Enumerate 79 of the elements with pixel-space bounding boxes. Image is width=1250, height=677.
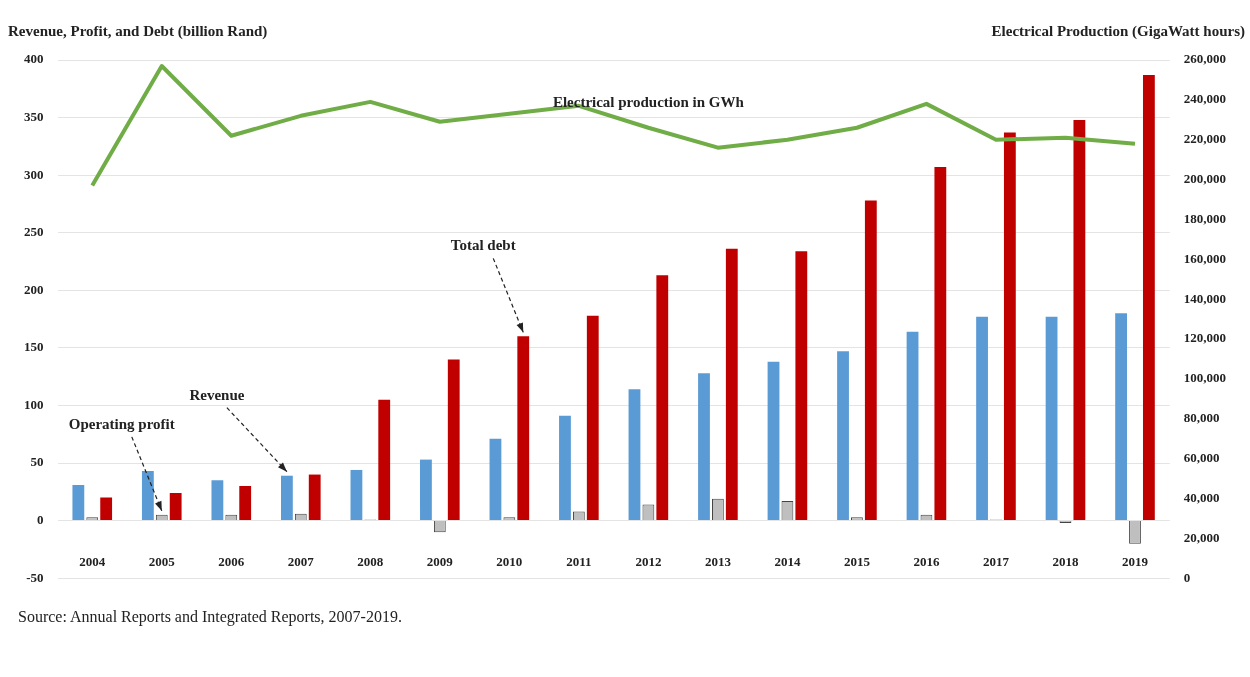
text: Operating profit bbox=[68, 415, 175, 432]
bar bbox=[211, 480, 224, 521]
y2-axis-title: Electrical Production (GigaWatt hours) bbox=[991, 23, 1245, 41]
bar bbox=[906, 331, 919, 521]
bar bbox=[656, 275, 669, 521]
y-tick-label: 400 bbox=[24, 51, 44, 67]
text: Revenue bbox=[189, 386, 245, 403]
x-tick-label: 2017 bbox=[982, 553, 1010, 569]
bar bbox=[1003, 132, 1016, 521]
bar bbox=[447, 359, 460, 521]
y2-tick-label: 120,000 bbox=[1183, 330, 1226, 346]
y2-tick-label: 100,000 bbox=[1183, 370, 1226, 386]
bar bbox=[559, 415, 571, 521]
bar bbox=[837, 351, 849, 521]
y2-tick-label: 160,000 bbox=[1183, 250, 1226, 266]
x-tick-label: 2007 bbox=[287, 553, 315, 569]
y-tick-label: 150 bbox=[24, 339, 44, 355]
y-tick-label: 50 bbox=[30, 454, 44, 470]
bar bbox=[795, 251, 808, 521]
y-tick-label: -50 bbox=[26, 569, 44, 585]
bar bbox=[169, 492, 182, 521]
x-tick-label: 2011 bbox=[566, 553, 592, 569]
bar bbox=[308, 474, 321, 521]
bar bbox=[767, 361, 780, 521]
bar bbox=[378, 399, 391, 521]
x-tick-label: 2013 bbox=[704, 553, 732, 569]
bar bbox=[725, 248, 738, 521]
y2-tick-label: 220,000 bbox=[1183, 131, 1226, 147]
y-tick-label: 350 bbox=[24, 108, 44, 124]
y2-tick-label: 40,000 bbox=[1183, 489, 1220, 505]
bar bbox=[141, 471, 154, 521]
x-tick-label: 2006 bbox=[218, 553, 245, 569]
bar bbox=[1045, 316, 1058, 521]
x-tick-label: 2012 bbox=[635, 553, 662, 569]
bar bbox=[1142, 74, 1155, 521]
bar bbox=[420, 459, 432, 521]
y-tick-label: 200 bbox=[24, 281, 44, 297]
y2-tick-label: 240,000 bbox=[1183, 91, 1226, 107]
y2-tick-label: 80,000 bbox=[1183, 410, 1220, 426]
text: Total debt bbox=[450, 237, 516, 254]
series-label: Electrical production in GWh bbox=[552, 93, 745, 110]
y-axis-title: Revenue, Profit, and Debt (billion Rand) bbox=[8, 23, 268, 41]
y2-tick-label: 20,000 bbox=[1183, 529, 1220, 545]
y-tick-label: 100 bbox=[24, 396, 44, 412]
source-note: Source: Annual Reports and Integrated Reports, 2007-2019. bbox=[18, 608, 402, 626]
bar bbox=[976, 316, 988, 521]
bar bbox=[1115, 313, 1127, 521]
x-tick-label: 2018 bbox=[1052, 553, 1079, 569]
bar bbox=[517, 336, 530, 521]
y-tick-label: 250 bbox=[24, 224, 44, 240]
bar bbox=[239, 486, 252, 521]
bar bbox=[100, 497, 113, 521]
y2-tick-label: 0 bbox=[1183, 569, 1191, 585]
y2-tick-label: 180,000 bbox=[1183, 210, 1226, 226]
y-tick-label: 0 bbox=[37, 511, 44, 527]
y2-tick-label: 140,000 bbox=[1183, 290, 1226, 306]
y2-tick-label: 260,000 bbox=[1183, 51, 1226, 67]
x-tick-label: 2014 bbox=[774, 553, 801, 569]
bar bbox=[934, 167, 947, 521]
y2-tick-label: 200,000 bbox=[1183, 170, 1226, 186]
bar bbox=[280, 475, 293, 521]
bar bbox=[586, 315, 599, 521]
bar bbox=[489, 438, 502, 521]
y2-tick-label: 60,000 bbox=[1183, 449, 1220, 465]
x-tick-label: 2019 bbox=[1121, 553, 1149, 569]
y-tick-label: 300 bbox=[24, 166, 44, 182]
bar bbox=[628, 389, 641, 521]
x-tick-label: 2004 bbox=[79, 553, 106, 569]
x-tick-label: 2016 bbox=[913, 553, 940, 569]
x-tick-label: 2009 bbox=[426, 553, 454, 569]
x-tick-label: 2005 bbox=[148, 553, 176, 569]
bar bbox=[698, 373, 710, 521]
bar bbox=[350, 469, 363, 521]
bar bbox=[72, 484, 85, 521]
x-tick-label: 2008 bbox=[357, 553, 384, 569]
x-tick-label: 2015 bbox=[843, 553, 871, 569]
x-tick-label: 2010 bbox=[496, 553, 523, 569]
bar bbox=[1073, 119, 1086, 521]
bar bbox=[864, 200, 877, 521]
